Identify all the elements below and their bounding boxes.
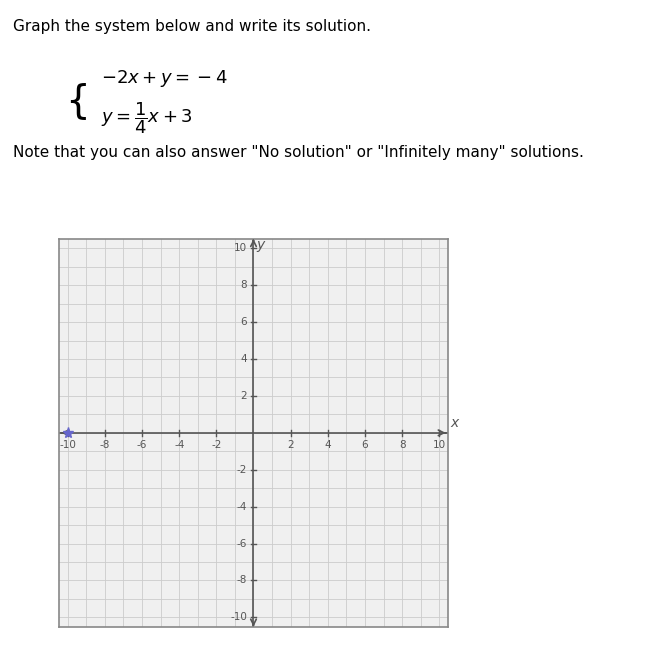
Text: 10: 10 xyxy=(234,244,247,253)
Text: -4: -4 xyxy=(237,502,247,512)
Text: $y$: $y$ xyxy=(256,239,267,254)
Text: 8: 8 xyxy=(240,280,247,290)
Text: $\{$: $\{$ xyxy=(65,81,87,121)
Text: -2: -2 xyxy=(211,440,222,450)
Text: 2: 2 xyxy=(287,440,294,450)
Text: 10: 10 xyxy=(433,440,446,450)
Text: $x$: $x$ xyxy=(450,416,461,430)
Text: -10: -10 xyxy=(230,612,247,622)
Text: -4: -4 xyxy=(174,440,185,450)
Text: -10: -10 xyxy=(59,440,76,450)
Text: -8: -8 xyxy=(99,440,110,450)
Text: $y=\dfrac{1}{4}x+3$: $y=\dfrac{1}{4}x+3$ xyxy=(101,100,192,136)
Text: -2: -2 xyxy=(237,464,247,475)
Text: 2: 2 xyxy=(240,391,247,401)
Text: $-2x+y=-4$: $-2x+y=-4$ xyxy=(101,68,228,89)
Text: 6: 6 xyxy=(361,440,369,450)
Text: 4: 4 xyxy=(240,354,247,364)
Text: 4: 4 xyxy=(324,440,331,450)
Text: 8: 8 xyxy=(398,440,406,450)
Text: -6: -6 xyxy=(237,539,247,548)
Text: 6: 6 xyxy=(240,317,247,327)
Text: -6: -6 xyxy=(137,440,148,450)
Text: Note that you can also answer "No solution" or "Infinitely many" solutions.: Note that you can also answer "No soluti… xyxy=(13,145,584,160)
Text: -8: -8 xyxy=(237,576,247,585)
Text: Graph the system below and write its solution.: Graph the system below and write its sol… xyxy=(13,19,371,34)
